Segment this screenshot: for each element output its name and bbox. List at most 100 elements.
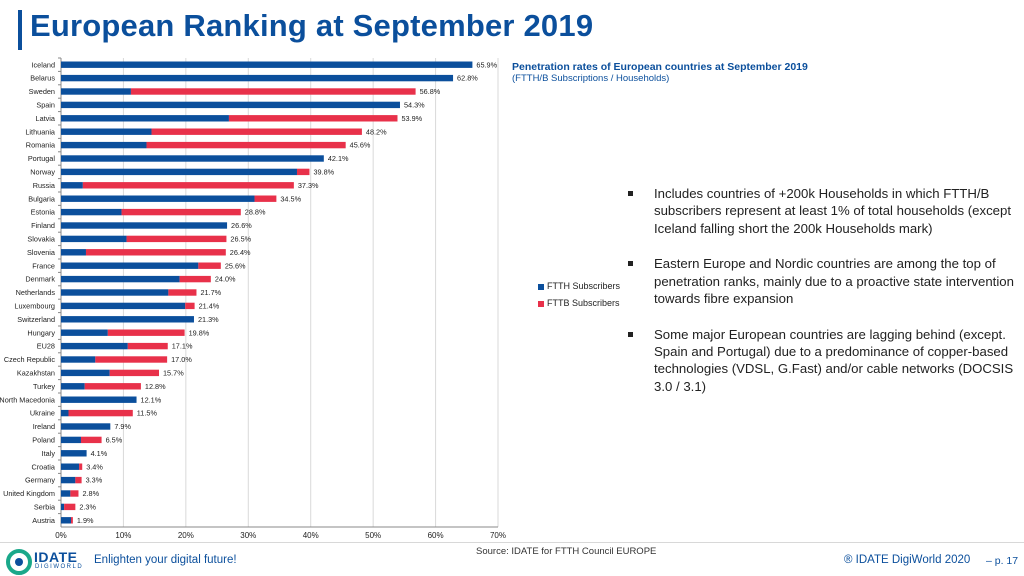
category-label: Kazakhstan xyxy=(17,369,55,378)
bar-ftth xyxy=(61,476,76,484)
bar-fttb xyxy=(85,249,226,256)
logo-text: IDATE xyxy=(34,549,78,565)
category-label: Austria xyxy=(32,516,56,525)
page-number: – p. 17 xyxy=(986,555,1019,567)
bar-fttb xyxy=(82,182,294,189)
data-label: 15.7% xyxy=(163,369,184,378)
x-tick-label: 50% xyxy=(365,531,381,540)
bar-fttb xyxy=(185,302,195,310)
bar-ftth xyxy=(61,195,255,202)
bar-fttb xyxy=(179,275,211,283)
category-label: Norway xyxy=(30,168,55,177)
bar-ftth xyxy=(61,275,180,283)
category-label: EU28 xyxy=(37,342,55,351)
bar-ftth xyxy=(61,182,83,189)
data-label: 37.3% xyxy=(298,181,319,190)
category-label: Czech Republic xyxy=(4,355,55,364)
bar-fttb xyxy=(95,356,168,363)
bar-fttb xyxy=(146,141,346,149)
bar-ftth xyxy=(61,423,111,430)
category-label: Serbia xyxy=(34,503,56,512)
category-label: Sweden xyxy=(29,87,55,96)
category-label: Luxembourg xyxy=(14,302,55,311)
x-tick-label: 20% xyxy=(178,531,194,540)
category-label: Hungary xyxy=(27,328,55,337)
bullet-text: Some major European countries are laggin… xyxy=(654,326,1014,394)
category-label: Estonia xyxy=(31,208,56,217)
data-label: 3.3% xyxy=(86,476,103,485)
category-label: Latvia xyxy=(36,114,56,123)
bar-fttb xyxy=(121,208,241,216)
bar-ftth xyxy=(61,88,131,95)
legend-label-fttb: FTTB Subscribers xyxy=(547,298,620,308)
chart-title: Penetration rates of European countries … xyxy=(512,61,808,73)
data-label: 1.9% xyxy=(77,516,94,525)
category-label: Spain xyxy=(36,101,55,110)
category-label: United Kingdom xyxy=(3,489,55,498)
title-accent-bar xyxy=(18,10,22,50)
bar-ftth xyxy=(61,74,454,82)
bar-fttb xyxy=(168,289,197,296)
data-label: 28.8% xyxy=(245,208,266,217)
category-label: Romania xyxy=(26,141,56,150)
legend-swatch-ftth xyxy=(538,283,544,290)
bar-ftth xyxy=(61,128,152,135)
footer-copyright: ® IDATE DigiWorld 2020 xyxy=(844,554,971,566)
bar-ftth xyxy=(61,409,69,417)
x-tick-label: 10% xyxy=(115,531,131,540)
x-tick-label: 40% xyxy=(303,531,319,540)
data-label: 12.8% xyxy=(145,382,166,391)
bar-fttb xyxy=(80,436,102,444)
bar-ftth xyxy=(61,289,169,296)
data-label: 17.0% xyxy=(171,355,192,364)
data-label: 21.7% xyxy=(200,288,221,297)
data-label: 26.6% xyxy=(231,221,252,230)
category-label: Ireland xyxy=(33,422,55,431)
bar-ftth xyxy=(61,450,87,457)
data-label: 25.6% xyxy=(225,261,246,270)
category-label: North Macedonia xyxy=(0,395,56,404)
bar-fttb xyxy=(64,503,76,511)
data-label: 4.1% xyxy=(91,449,108,458)
data-label: 21.3% xyxy=(198,315,219,324)
bar-ftth xyxy=(61,517,71,524)
data-label: 54.3% xyxy=(404,101,425,110)
chart-source: Source: IDATE for FTTH Council EUROPE xyxy=(476,546,657,557)
legend-item-fttb: FTTB Subscribers xyxy=(538,298,620,308)
legend-swatch-fttb xyxy=(538,300,544,307)
bar-ftth xyxy=(61,302,186,310)
bullet-list: Includes countries of +200k Households i… xyxy=(628,185,1018,413)
bar-ftth xyxy=(61,396,137,403)
bar-ftth xyxy=(61,316,194,323)
category-label: Russia xyxy=(33,181,56,190)
data-label: 7.9% xyxy=(114,422,131,431)
data-label: 3.4% xyxy=(86,462,103,471)
bar-ftth xyxy=(61,356,96,363)
bullet-icon xyxy=(628,261,633,267)
category-label: Germany xyxy=(25,476,55,485)
bar-ftth xyxy=(61,155,324,162)
bar-fttb xyxy=(68,409,133,417)
idate-logo-icon xyxy=(6,549,32,575)
category-label: Ukraine xyxy=(30,409,55,418)
x-tick-label: 60% xyxy=(428,531,444,540)
data-label: 48.2% xyxy=(366,127,387,136)
footer-divider xyxy=(0,542,1024,543)
data-label: 56.8% xyxy=(420,87,441,96)
x-tick-label: 30% xyxy=(240,531,256,540)
bar-ftth xyxy=(61,249,86,256)
data-label: 62.8% xyxy=(457,74,478,83)
bar-ftth xyxy=(61,436,81,444)
bar-ftth xyxy=(61,115,229,122)
bar-ftth xyxy=(61,168,297,176)
category-label: Lithuania xyxy=(25,127,56,136)
bullet-icon xyxy=(628,331,633,337)
bar-ftth xyxy=(61,222,228,229)
data-label: 17.1% xyxy=(172,342,193,351)
category-label: Denmark xyxy=(25,275,55,284)
bar-ftth xyxy=(61,503,65,511)
bar-fttb xyxy=(228,115,398,122)
data-label: 2.3% xyxy=(79,503,96,512)
data-label: 45.6% xyxy=(350,141,371,150)
bar-ftth xyxy=(61,235,127,243)
